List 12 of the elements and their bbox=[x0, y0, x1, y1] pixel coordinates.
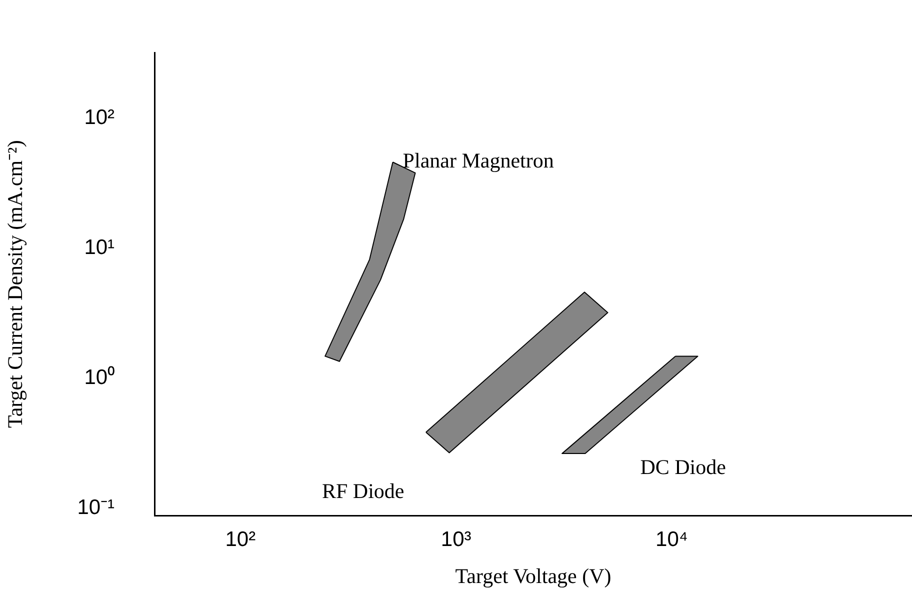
y-axis-title: Target Current Density (mA.cm⁻²) bbox=[3, 140, 28, 428]
series-label: DC Diode bbox=[640, 455, 726, 480]
y-tick-label: 10⁻¹ bbox=[77, 496, 115, 520]
series-label: Planar Magnetron bbox=[402, 148, 554, 173]
x-axis-title: Target Voltage (V) bbox=[455, 564, 612, 588]
text: RF Diode bbox=[322, 479, 404, 504]
y-tick-label: 10¹ bbox=[84, 236, 115, 260]
x-tick-label: 10³ bbox=[440, 528, 472, 551]
x-tick-label: 10² bbox=[225, 528, 256, 551]
y-tick-label: 10⁰ bbox=[84, 366, 115, 390]
y-tick-label: 10² bbox=[84, 106, 115, 130]
x-tick-label: 10⁴ bbox=[656, 528, 688, 551]
